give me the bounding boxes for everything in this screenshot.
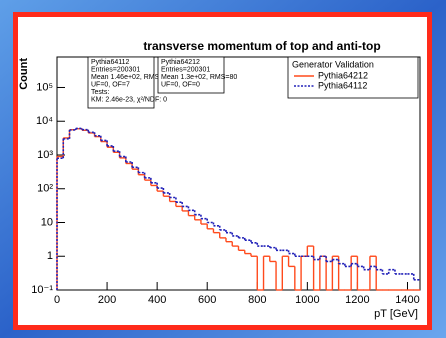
y-tick-label: 10 (41, 216, 53, 228)
stat-line: Tests: (91, 89, 109, 96)
stat-box (87, 56, 155, 109)
x-tick-label: 1000 (295, 294, 319, 306)
x-tick-label: 600 (198, 294, 216, 306)
x-tick-label: 1400 (395, 294, 419, 306)
legend-box (287, 56, 419, 99)
y-axis-label: Count (18, 58, 30, 90)
legend-title: Generator Validation (292, 59, 374, 69)
y-tick-label: 10⁵ (36, 81, 53, 93)
x-tick-label: 400 (148, 294, 166, 306)
stat-line: Mean 1.46e+02, RMS=98 (91, 74, 171, 81)
stat-box (157, 56, 225, 94)
chart-title: transverse momentum of top and anti-top (143, 39, 380, 53)
legend-label: Pythia64112 (318, 80, 367, 90)
stat-line: UF=0, OF=0 (161, 81, 200, 88)
y-tick-label: 10³ (37, 149, 53, 161)
y-tick-label: 10⁴ (36, 115, 53, 127)
stat-line: Mean 1.3e+02, RMS=80 (161, 74, 237, 81)
x-tick-label: 0 (54, 294, 60, 306)
stat-line: KM: 2.46e-23, χ²/NDF: 0 (91, 96, 167, 103)
stat-line: Entries=200301 (161, 66, 210, 73)
stat-line: Pythia64112 (91, 59, 130, 66)
y-tick-label: 10⁻¹ (31, 284, 53, 296)
y-tick-label: 10² (37, 183, 53, 195)
x-axis-label: pT [GeV] (374, 308, 418, 320)
stat-line: Entries=200301 (91, 66, 140, 73)
y-tick-label: 1 (47, 250, 53, 262)
stat-line: Pythia64212 (161, 59, 200, 66)
stat-line: UF=0, OF=7 (91, 81, 130, 88)
x-tick-label: 200 (98, 294, 116, 306)
x-tick-label: 1200 (345, 294, 369, 306)
legend-label: Pythia64212 (318, 70, 368, 80)
x-tick-label: 800 (248, 294, 266, 306)
